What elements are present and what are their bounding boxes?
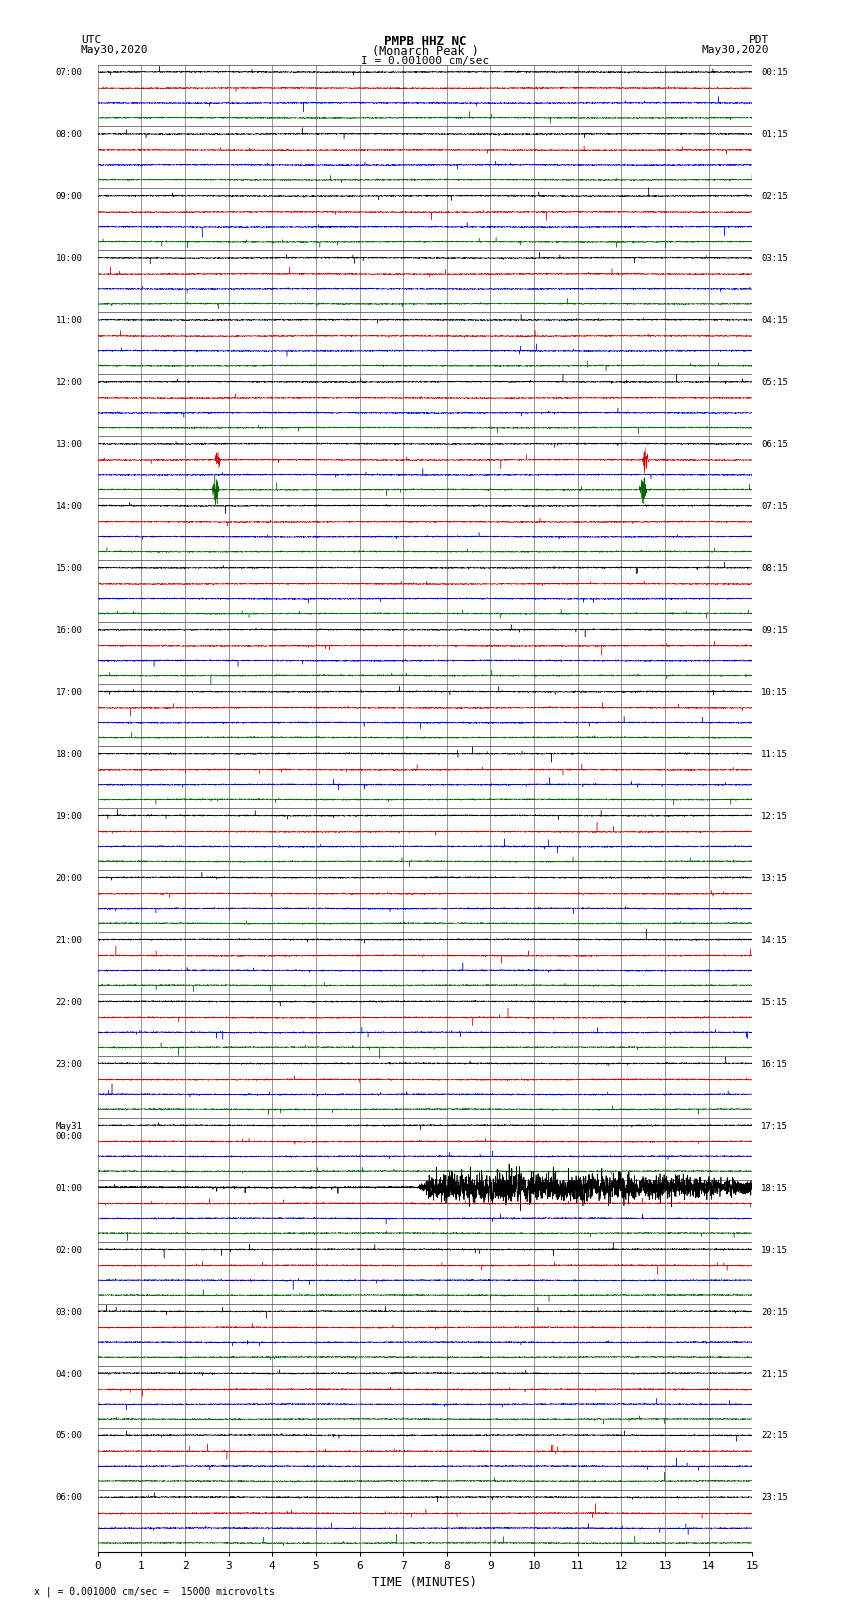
Text: 23:00: 23:00 [55,1060,82,1069]
Text: 05:00: 05:00 [55,1431,82,1440]
Text: I = 0.001000 cm/sec: I = 0.001000 cm/sec [361,56,489,66]
Text: 01:15: 01:15 [761,131,788,139]
Text: PMPB HHZ NC: PMPB HHZ NC [383,35,467,48]
Text: 16:00: 16:00 [55,626,82,636]
Text: 21:00: 21:00 [55,936,82,945]
Text: 05:15: 05:15 [761,377,788,387]
Text: 13:15: 13:15 [761,874,788,882]
Text: x | = 0.001000 cm/sec =  15000 microvolts: x | = 0.001000 cm/sec = 15000 microvolts [34,1586,275,1597]
Text: 17:15: 17:15 [761,1121,788,1131]
Text: May30,2020: May30,2020 [81,45,148,55]
Text: 11:00: 11:00 [55,316,82,326]
Text: 20:15: 20:15 [761,1308,788,1316]
Text: 04:15: 04:15 [761,316,788,326]
Text: PDT: PDT [749,35,769,45]
Text: (Monarch Peak ): (Monarch Peak ) [371,45,479,58]
Text: 15:00: 15:00 [55,565,82,573]
Text: 19:00: 19:00 [55,811,82,821]
Text: 00:15: 00:15 [761,68,788,77]
Text: 19:15: 19:15 [761,1245,788,1255]
Text: 09:00: 09:00 [55,192,82,202]
Text: 13:00: 13:00 [55,440,82,448]
Text: 08:00: 08:00 [55,131,82,139]
Text: 07:00: 07:00 [55,68,82,77]
Text: 15:15: 15:15 [761,998,788,1007]
Text: 10:15: 10:15 [761,687,788,697]
Text: 16:15: 16:15 [761,1060,788,1069]
Text: 06:15: 06:15 [761,440,788,448]
Text: 23:15: 23:15 [761,1494,788,1502]
Text: 03:00: 03:00 [55,1308,82,1316]
Text: May31
00:00: May31 00:00 [55,1121,82,1140]
Text: 22:15: 22:15 [761,1431,788,1440]
Text: 08:15: 08:15 [761,565,788,573]
Text: 03:15: 03:15 [761,255,788,263]
Text: 02:15: 02:15 [761,192,788,202]
X-axis label: TIME (MINUTES): TIME (MINUTES) [372,1576,478,1589]
Text: 07:15: 07:15 [761,502,788,511]
Text: 01:00: 01:00 [55,1184,82,1192]
Text: 21:15: 21:15 [761,1369,788,1379]
Text: UTC: UTC [81,35,101,45]
Text: 17:00: 17:00 [55,687,82,697]
Text: 09:15: 09:15 [761,626,788,636]
Text: 20:00: 20:00 [55,874,82,882]
Text: 12:00: 12:00 [55,377,82,387]
Text: 04:00: 04:00 [55,1369,82,1379]
Text: 06:00: 06:00 [55,1494,82,1502]
Text: 12:15: 12:15 [761,811,788,821]
Text: 02:00: 02:00 [55,1245,82,1255]
Text: 22:00: 22:00 [55,998,82,1007]
Text: 18:00: 18:00 [55,750,82,758]
Text: 18:15: 18:15 [761,1184,788,1192]
Text: May30,2020: May30,2020 [702,45,769,55]
Text: 14:00: 14:00 [55,502,82,511]
Text: 11:15: 11:15 [761,750,788,758]
Text: 14:15: 14:15 [761,936,788,945]
Text: 10:00: 10:00 [55,255,82,263]
